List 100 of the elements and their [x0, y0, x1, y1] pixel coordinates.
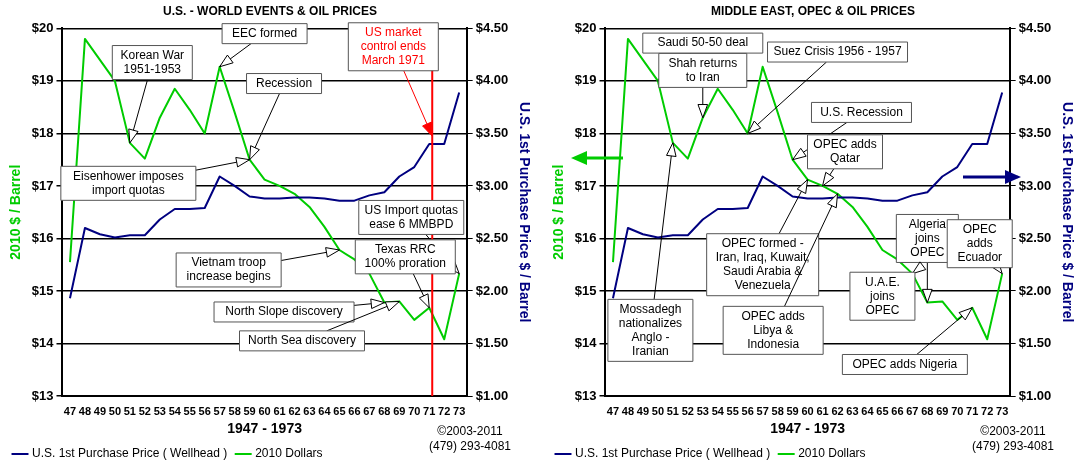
- x-tick-label: 65: [333, 404, 346, 417]
- x-tick-label: 48: [78, 404, 92, 417]
- x-tick-label: 52: [138, 404, 151, 417]
- annotation: U.S. Recession: [820, 104, 903, 119]
- y-tick-label: $16: [574, 230, 597, 246]
- annotation: US Import quotas ease 6 MMBPD: [364, 202, 458, 231]
- y2-axis-title: U.S. 1st Purchase Price $ / Barrel: [516, 102, 533, 323]
- x-tick-label: 67: [363, 404, 376, 417]
- y-tick-label: $19: [574, 72, 597, 88]
- annotation: Suez Crisis 1956 - 1957: [773, 44, 902, 59]
- annotation: Algeria joins OPEC: [908, 216, 947, 259]
- annotation: Saudi 50-50 deal: [657, 35, 749, 50]
- legend-label: U.S. 1st Purchase Price ( Wellhead ): [32, 446, 228, 461]
- x-tick-label: 54: [168, 404, 182, 417]
- x-tick-label: 58: [771, 404, 784, 417]
- y-tick-label: $13: [574, 387, 597, 403]
- annotation: OPEC adds Libya & Indonesia: [741, 308, 805, 351]
- x-tick-label: 71: [423, 404, 436, 417]
- y2-tick-label: $3.50: [1018, 125, 1052, 141]
- x-tick-label: 64: [861, 404, 875, 417]
- text: ©2003-2011: [437, 424, 503, 439]
- annotation: North Sea discovery: [247, 333, 357, 348]
- y2-tick-label: $3.00: [475, 177, 509, 193]
- y2-tick-label: $1.00: [475, 387, 509, 403]
- annotation: OPEC formed - Iran, Iraq, Kuwait, Saudi Arabia & Venezuela: [715, 236, 810, 293]
- y2-tick-label: $3.00: [1018, 177, 1052, 193]
- annotation: OPEC adds Qatar: [813, 137, 877, 166]
- annotation: OPEC adds Ecuador: [957, 222, 1003, 265]
- x-tick-label: 72: [981, 404, 994, 417]
- x-tick-label: 62: [831, 404, 844, 417]
- chart-title: U.S. - WORLD EVENTS & OIL PRICES: [163, 3, 377, 18]
- x-tick-label: 61: [273, 404, 286, 417]
- y-tick-label: $14: [574, 335, 598, 351]
- x-tick-label: 70: [951, 404, 964, 417]
- y-tick-label: $14: [31, 335, 55, 351]
- annotation: U.A.E. joins OPEC: [865, 274, 900, 317]
- x-axis-title: 1947 - 1973: [227, 420, 303, 437]
- y-tick-label: $18: [31, 125, 54, 141]
- x-tick-label: 53: [153, 404, 166, 417]
- x-tick-label: 59: [786, 404, 799, 417]
- x-tick-label: 48: [621, 404, 635, 417]
- y2-tick-label: $3.50: [475, 125, 509, 141]
- x-tick-label: 68: [921, 404, 934, 417]
- y2-tick-label: $1.50: [1018, 335, 1052, 351]
- x-tick-label: 66: [348, 404, 361, 417]
- y-axis-title: 2010 $ / Barrel: [7, 164, 24, 260]
- y-tick-label: $17: [31, 177, 54, 193]
- x-tick-label: 68: [378, 404, 391, 417]
- x-tick-label: 70: [408, 404, 421, 417]
- x-tick-label: 53: [696, 404, 709, 417]
- y-tick-label: $15: [31, 282, 54, 298]
- x-tick-label: 73: [996, 404, 1009, 417]
- text: ©2003-2011: [980, 424, 1046, 439]
- annotation: Eisenhower imposes import quotas: [73, 168, 184, 197]
- x-tick-label: 49: [636, 404, 650, 417]
- annotation: Mossadegh nationalizes Anglo - Iranian: [618, 301, 683, 358]
- y-tick-label: $13: [31, 387, 54, 403]
- x-tick-label: 56: [741, 404, 754, 417]
- x-tick-label: 56: [198, 404, 211, 417]
- x-tick-label: 60: [801, 404, 814, 417]
- y-axis-title: 2010 $ / Barrel: [550, 164, 567, 260]
- x-tick-label: 62: [288, 404, 301, 417]
- y2-tick-label: $4.50: [475, 19, 509, 35]
- legend-label: 2010 Dollars: [798, 446, 866, 461]
- text: (479) 293-4081: [971, 439, 1055, 454]
- x-tick-label: 65: [876, 404, 889, 417]
- annotation: OPEC adds Nigeria: [852, 356, 958, 371]
- y-tick-label: $20: [574, 19, 597, 35]
- x-tick-label: 69: [936, 404, 949, 417]
- chart-title: MIDDLE EAST, OPEC & OIL PRICES: [711, 3, 915, 18]
- y2-tick-label: $4.00: [1018, 72, 1052, 88]
- x-tick-label: 73: [453, 404, 466, 417]
- x-tick-label: 72: [438, 404, 451, 417]
- y2-tick-label: $1.00: [1018, 387, 1052, 403]
- x-tick-label: 49: [93, 404, 107, 417]
- x-tick-label: 59: [243, 404, 256, 417]
- x-tick-label: 47: [63, 404, 77, 417]
- legend-label: U.S. 1st Purchase Price ( Wellhead ): [575, 446, 771, 461]
- annotation: Recession: [256, 75, 313, 90]
- x-tick-label: 66: [891, 404, 904, 417]
- y-tick-label: $17: [574, 177, 597, 193]
- y2-axis-title: U.S. 1st Purchase Price $ / Barrel: [1059, 102, 1076, 323]
- x-tick-label: 71: [966, 404, 979, 417]
- x-tick-label: 57: [756, 404, 769, 417]
- y2-tick-label: $2.50: [475, 230, 509, 246]
- y-tick-label: $19: [31, 72, 54, 88]
- annotation: Vietnam troop increase begins: [186, 255, 271, 284]
- y-tick-label: $16: [31, 230, 54, 246]
- x-tick-label: 63: [846, 404, 859, 417]
- y2-tick-label: $4.00: [475, 72, 509, 88]
- x-axis-title: 1947 - 1973: [770, 420, 846, 437]
- x-tick-label: 57: [213, 404, 226, 417]
- legend-label: 2010 Dollars: [255, 446, 323, 461]
- x-tick-label: 47: [606, 404, 620, 417]
- x-tick-label: 60: [258, 404, 271, 417]
- x-tick-label: 51: [123, 404, 136, 417]
- y2-tick-label: $2.00: [475, 282, 509, 298]
- y2-tick-label: $2.50: [1018, 230, 1052, 246]
- x-tick-label: 50: [651, 404, 665, 417]
- x-tick-label: 69: [393, 404, 406, 417]
